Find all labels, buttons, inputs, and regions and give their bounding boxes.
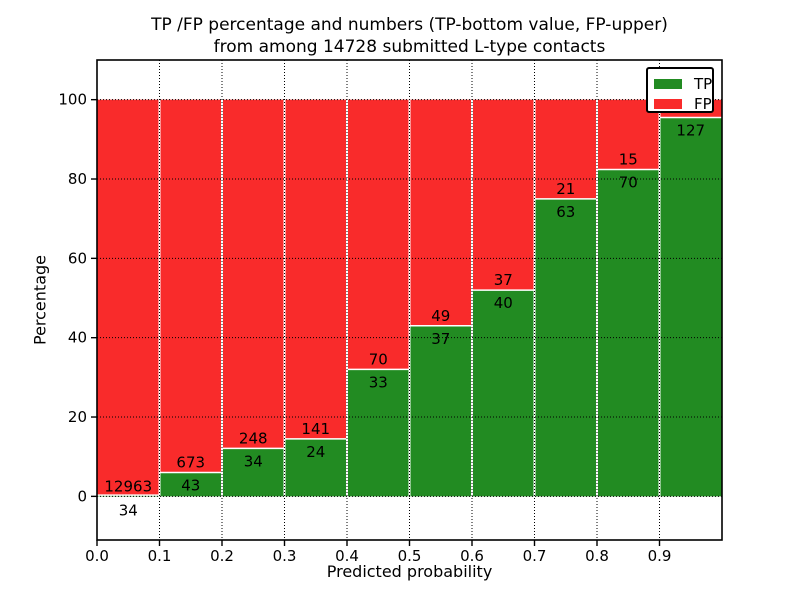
- fp-count-label: 248: [239, 429, 268, 447]
- bar-segment-fp-0.6: [472, 99, 535, 291]
- x-tick-label: 0.6: [460, 547, 484, 565]
- bar-segment-tp-0.1: [159, 472, 222, 497]
- legend: TP FP: [646, 67, 714, 113]
- bar-segment-fp-0.5: [409, 99, 472, 326]
- x-tick-label: 0.7: [523, 547, 547, 565]
- bar-segment-tp-0.6: [472, 290, 535, 497]
- tp-count-label: 43: [181, 477, 200, 495]
- y-tick-label: 0: [77, 487, 87, 505]
- x-tick-label: 0.2: [210, 547, 234, 565]
- chart-title-line1: TP /FP percentage and numbers (TP-bottom…: [151, 15, 668, 35]
- legend-label-tp: TP: [694, 74, 713, 93]
- x-tick-label: 0.4: [335, 547, 359, 565]
- bar-segment-fp-0.3: [284, 99, 347, 439]
- fp-count-label: 49: [431, 307, 450, 325]
- x-tick-label: 0.8: [585, 547, 609, 565]
- tp-count-label: 34: [244, 452, 263, 470]
- fp-count-label: 15: [619, 150, 638, 168]
- x-tick-label: 0.9: [648, 547, 672, 565]
- bar-segment-tp-0.2: [222, 448, 285, 497]
- fp-swatch: [654, 99, 682, 109]
- bar-segment-tp-0.5: [409, 325, 472, 497]
- tp-count-label: 70: [619, 173, 638, 191]
- x-tick-label: 0.5: [398, 547, 422, 565]
- y-tick-label: 60: [68, 249, 87, 267]
- fp-count-label: 37: [494, 271, 513, 289]
- tp-count-label: 127: [676, 122, 705, 140]
- bar-segment-tp-0.7: [534, 198, 597, 497]
- x-tick-label: 0.3: [273, 547, 297, 565]
- chart-title: TP /FP percentage and numbers (TP-bottom…: [97, 14, 722, 58]
- tp-count-label: 37: [431, 330, 450, 348]
- tp-count-label: 34: [119, 501, 138, 519]
- fp-count-label: 141: [301, 420, 330, 438]
- y-tick-label: 80: [68, 170, 87, 188]
- fp-count-label: 21: [556, 180, 575, 198]
- y-tick-label: 20: [68, 408, 87, 426]
- tp-count-label: 40: [494, 294, 513, 312]
- bar-segment-fp-0.0: [97, 99, 160, 496]
- bar-segment-fp-0.4: [347, 99, 410, 370]
- bar-segment-fp-0.7: [534, 99, 597, 199]
- bar-segment-fp-0.2: [222, 99, 285, 449]
- x-tick-label: 0.1: [148, 547, 172, 565]
- tp-swatch: [654, 79, 682, 89]
- legend-item-fp: FP: [654, 94, 712, 114]
- bar-segment-tp-0.4: [347, 369, 410, 497]
- bar-segment-tp-0.8: [597, 169, 660, 497]
- bar-segment-tp-0.3: [284, 438, 347, 497]
- fp-count-label: 70: [369, 350, 388, 368]
- chart-title-line2: from among 14728 submitted L-type contac…: [213, 37, 606, 57]
- fp-count-label: 12963: [104, 477, 152, 495]
- legend-item-tp: TP: [654, 74, 712, 94]
- tp-count-label: 33: [369, 373, 388, 391]
- tp-count-label: 24: [306, 443, 325, 461]
- x-axis-label: Predicted probability: [326, 562, 493, 581]
- bar-segment-tp-0.9: [659, 117, 722, 497]
- y-tick-label: 40: [68, 329, 87, 347]
- x-tick-label: 0.0: [85, 547, 109, 565]
- tp-count-label: 63: [556, 203, 575, 221]
- fp-count-label: 673: [176, 454, 205, 472]
- bar-segment-fp-0.1: [159, 99, 222, 473]
- legend-label-fp: FP: [694, 94, 712, 113]
- y-tick-label: 100: [58, 91, 87, 109]
